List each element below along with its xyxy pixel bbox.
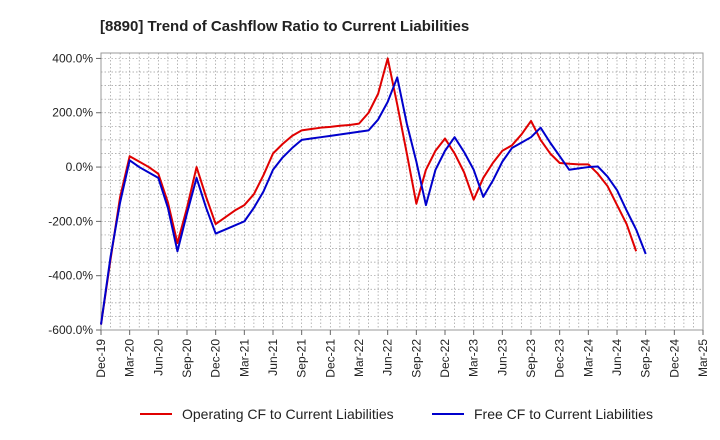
x-tick-label: Sep-24 [639,339,653,378]
plot-frame [100,52,704,331]
x-tick-label: Dec-20 [209,339,223,378]
y-tick-label: 200.0% [52,106,93,120]
x-tick-label: Dec-21 [323,339,337,378]
x-tick-label: Jun-20 [151,339,165,376]
y-tick-label: 0.0% [66,160,94,174]
series-layer [100,57,647,325]
x-tick-label: Mar-21 [237,339,251,377]
x-tick-label: Mar-24 [581,339,595,377]
y-tick-label: -600.0% [48,323,93,337]
chart-title: [8890] Trend of Cashflow Ratio to Curren… [100,18,469,35]
x-tick-label: Sep-20 [180,339,194,378]
x-tick-label: Dec-23 [553,339,567,378]
y-axis: 400.0% 200.0% 0.0% -200.0% -400.0% -600.0% [48,51,101,337]
x-tick-label: Dec-19 [94,339,108,378]
x-tick-label: Jun-23 [495,339,509,376]
legend: Operating CF to Current Liabilities Free … [140,406,653,422]
x-tick-label: Mar-23 [467,339,481,377]
grid-layer [100,53,704,331]
x-tick-label: Mar-20 [123,339,137,377]
x-axis: Dec-19 Mar-20 Jun-20 Sep-20 Dec-20 Mar-21 Jun-… [94,330,710,378]
y-tick-label: 400.0% [52,51,93,65]
x-tick-label: Jun-24 [610,339,624,376]
x-tick-label: Mar-22 [352,339,366,377]
series-line-free-cf [100,76,647,325]
legend-label: Free CF to Current Liabilities [474,406,653,422]
x-tick-label: Sep-23 [524,339,538,378]
legend-label: Operating CF to Current Liabilities [182,406,394,422]
x-tick-label: Mar-25 [696,339,710,377]
x-tick-label: Jun-21 [266,339,280,376]
x-tick-label: Sep-21 [295,339,309,378]
y-tick-label: -400.0% [48,269,93,283]
x-tick-label: Dec-22 [438,339,452,378]
y-tick-label: -200.0% [48,214,93,228]
x-tick-label: Sep-22 [409,339,423,378]
series-line-operating-cf [100,57,638,325]
x-tick-label: Dec-24 [667,339,681,378]
x-tick-label: Jun-22 [381,339,395,376]
